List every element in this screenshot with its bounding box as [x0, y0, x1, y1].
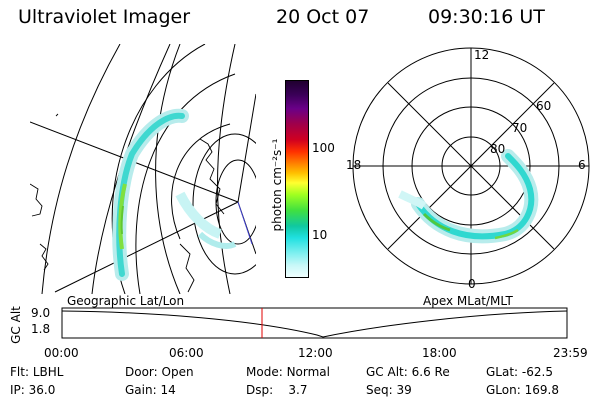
polar-aurora-emission [398, 149, 539, 244]
colorbar [285, 80, 309, 278]
status-gc-alt: GC Alt: 6.6 Re [366, 365, 450, 379]
image-time: 09:30:16 UT [428, 6, 545, 28]
mlt-label-18: 18 [346, 158, 362, 172]
status-glat: GLat: -62.5 [486, 365, 553, 379]
status-door: Door: Open [125, 365, 194, 379]
polar-panel-label: Apex MLat/MLT [423, 294, 513, 308]
geo-panel-label: Geographic Lat/Lon [67, 294, 185, 308]
altitude-strip-plot [61, 307, 568, 339]
polar-mlat-mlt-panel [352, 47, 590, 285]
mlt-label-12: 12 [474, 48, 490, 62]
time-tick-1200: 12:00 [298, 346, 333, 360]
image-date: 20 Oct 07 [276, 6, 370, 28]
gc-alt-tick-1_8: 1.8 [31, 322, 51, 336]
time-tick-2359: 23:59 [553, 346, 588, 360]
lat-label-70: 70 [512, 121, 528, 135]
time-tick-1800: 18:00 [422, 346, 457, 360]
colorbar-tick-10: 10 [312, 228, 328, 242]
lat-label-60: 60 [536, 99, 552, 113]
status-mode: Mode: Normal [246, 365, 330, 379]
colorbar-unit-label: photon cm⁻²s⁻¹ [270, 138, 284, 232]
status-seq: Seq: 39 [366, 383, 412, 397]
colorbar-tick-100: 100 [312, 141, 335, 155]
lat-label-80: 80 [490, 142, 506, 156]
time-tick-0600: 06:00 [169, 346, 204, 360]
status-gain: Gain: 14 [125, 383, 176, 397]
status-ip: IP: 36.0 [10, 383, 56, 397]
gc-alt-tick-9: 9.0 [31, 306, 51, 320]
status-dsp: Dsp: 3.7 [246, 383, 308, 397]
mlt-label-6: 6 [578, 158, 586, 172]
status-glon: GLon: 169.8 [486, 383, 559, 397]
gc-alt-axis-label: GC Alt [9, 306, 23, 344]
mlt-label-0: 0 [468, 277, 476, 291]
image-title: Ultraviolet Imager [18, 6, 191, 28]
time-tick-0000: 00:00 [44, 346, 79, 360]
geographic-map-panel [30, 44, 256, 294]
status-flt: Flt: LBHL [10, 365, 64, 379]
geo-aurora-emission [112, 108, 237, 281]
